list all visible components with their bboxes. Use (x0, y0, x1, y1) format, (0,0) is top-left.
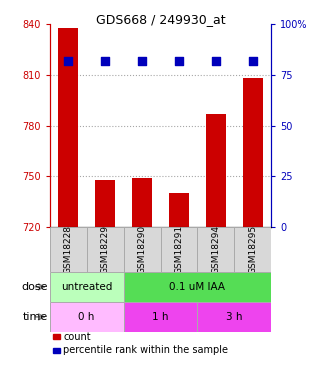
Bar (234, 227, 271, 272)
Bar (87, 227, 124, 272)
Text: dose: dose (22, 282, 48, 292)
Text: GSM18291: GSM18291 (174, 225, 184, 274)
Bar (50, 272, 124, 302)
Text: 1 h: 1 h (152, 312, 169, 322)
Bar (53, 334, 60, 339)
Text: GSM18295: GSM18295 (248, 225, 257, 274)
Point (177, 58, 182, 64)
Bar (197, 227, 234, 272)
Bar (124, 227, 160, 272)
Point (213, 58, 218, 64)
Bar (206, 114, 226, 227)
Bar (169, 193, 189, 227)
Text: percentile rank within the sample: percentile rank within the sample (63, 345, 228, 355)
Text: GSM18290: GSM18290 (137, 225, 147, 274)
Point (102, 58, 108, 64)
Text: GSM18229: GSM18229 (100, 225, 110, 274)
Bar (124, 272, 271, 302)
Text: GSM18228: GSM18228 (64, 225, 73, 274)
Text: count: count (63, 332, 91, 342)
Bar (53, 348, 60, 352)
Bar (197, 302, 271, 332)
Text: GDS668 / 249930_at: GDS668 / 249930_at (96, 13, 225, 26)
Bar (50, 227, 87, 272)
Bar (50, 302, 124, 332)
Point (66, 58, 71, 64)
Bar (124, 302, 197, 332)
Bar (243, 78, 263, 227)
Text: 0.1 uM IAA: 0.1 uM IAA (169, 282, 225, 292)
Point (140, 58, 145, 64)
Text: 3 h: 3 h (226, 312, 243, 322)
Text: GSM18294: GSM18294 (211, 225, 221, 274)
Bar (160, 227, 197, 272)
Bar (95, 180, 115, 227)
Bar (132, 178, 152, 227)
Text: 0 h: 0 h (78, 312, 95, 322)
Text: time: time (23, 312, 48, 322)
Point (250, 58, 256, 64)
Bar (58, 28, 78, 227)
Text: untreated: untreated (61, 282, 112, 292)
